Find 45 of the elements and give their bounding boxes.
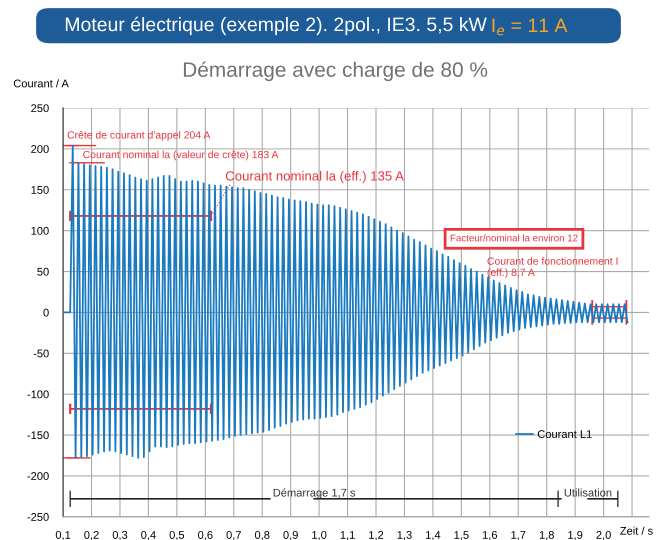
annotation: Courant nominal la (valeur de crête) 183 A <box>83 150 278 160</box>
x-tick-label: 0,6 <box>198 530 213 540</box>
y-tick-label: -100 <box>27 390 49 398</box>
x-tick-label: 2,0 <box>596 530 611 540</box>
x-tick-label: 1,8 <box>540 530 554 540</box>
x-tick-label: 0,3 <box>112 530 128 540</box>
annotation: Démarrage 1,7 s <box>274 488 356 499</box>
y-tick-label: 100 <box>31 226 49 235</box>
line-series <box>63 144 628 459</box>
y-tick-label: 50 <box>37 268 49 276</box>
x-tick-label: 1,1 <box>340 531 355 540</box>
x-tick-label: 1,4 <box>426 531 440 540</box>
x-tick-label: 0,1 <box>56 530 70 540</box>
annotation: Courant de fonctionnement I (eff.) 8,7 A <box>487 257 618 278</box>
x-tick-label: 1,0 <box>312 530 326 540</box>
x-tick-label: 1,2 <box>369 530 384 540</box>
x-tick-label: 0,7 <box>226 530 241 540</box>
x-tick-label: 0,5 <box>170 530 184 540</box>
legend-label: Courant L1 <box>538 430 592 438</box>
annotation: Crête de courant d'appel 204 A <box>68 130 210 141</box>
y-tick-label: 0 <box>43 308 49 317</box>
text: I$_{e}$ = 11 A <box>492 18 568 36</box>
y-tick-label: 150 <box>31 186 49 194</box>
x-tick-label: 0,9 <box>283 530 298 540</box>
annotation: Facteur/nominal la environ 12 <box>450 234 578 242</box>
x-tick-label: 0,8 <box>254 530 270 540</box>
y-tick-label: 200 <box>31 145 49 154</box>
y-tick-label: -200 <box>27 472 49 480</box>
chart-title: Moteur électrique (exemple 2). 2pol., IE3. 5,5 kW <box>66 16 487 36</box>
x-tick-label: 0,2 <box>84 530 99 540</box>
x-tick-label: 1,5 <box>454 531 469 540</box>
annotation: Courant nominal la (eff.) 135 A <box>226 170 404 184</box>
x-tick-label: 1,6 <box>482 530 498 540</box>
y-tick-label: -50 <box>34 350 49 358</box>
y-tick-label: -250 <box>27 513 49 521</box>
y-tick-label: -150 <box>27 431 49 440</box>
chart-subtitle: Démarrage avec charge de 80 % <box>184 61 488 82</box>
y-tick-label: 250 <box>31 104 49 112</box>
x-tick-label: 0,4 <box>141 530 156 540</box>
annotation: Utilisation <box>564 488 612 497</box>
x-axis-title: Zeit / s <box>620 526 653 535</box>
x-tick-label: 1,7 <box>511 531 526 540</box>
x-tick-label: 1,3 <box>398 530 412 540</box>
y-axis-title: Courant / A <box>14 79 69 88</box>
x-tick-label: 1,9 <box>568 530 582 540</box>
